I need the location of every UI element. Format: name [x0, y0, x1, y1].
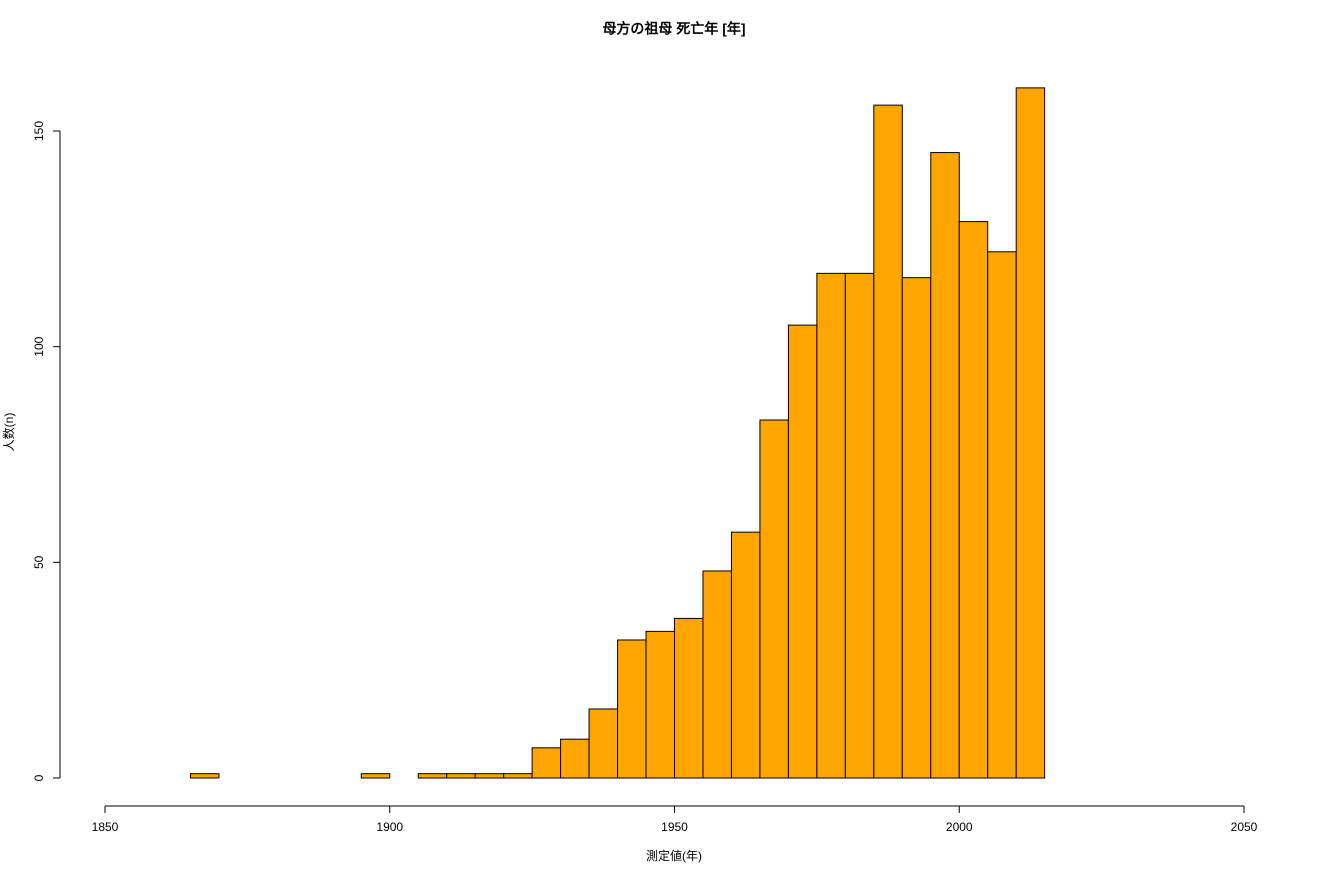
bar: [759, 419, 789, 779]
bar: [474, 773, 505, 779]
bar: [1015, 87, 1046, 779]
bar: [816, 272, 846, 779]
bar: [930, 152, 960, 779]
bar: [844, 272, 875, 779]
bar: [560, 738, 590, 779]
chart-title: 母方の祖母 死亡年 [年]: [602, 21, 745, 37]
bar: [987, 251, 1017, 779]
bar: [360, 773, 391, 779]
bar: [674, 617, 704, 779]
y-tick-label: 100: [32, 336, 46, 356]
bar: [617, 639, 647, 779]
bar: [446, 773, 476, 779]
x-tick-label: 1950: [661, 820, 688, 834]
y-tick-label: 50: [32, 555, 46, 569]
bar: [901, 277, 932, 779]
x-tick-label: 1900: [376, 820, 403, 834]
y-tick-label: 0: [32, 774, 46, 781]
x-axis-label: 測定値(年): [646, 848, 702, 863]
x-tick-label: 2050: [1231, 820, 1258, 834]
bar: [503, 773, 533, 779]
bar: [417, 773, 448, 779]
bar: [730, 531, 761, 779]
bar: [873, 104, 903, 779]
bar: [588, 708, 619, 779]
bar: [645, 630, 676, 779]
x-tick-label: 1850: [92, 820, 119, 834]
bar: [531, 747, 562, 779]
bar: [787, 324, 818, 779]
bar: [702, 570, 732, 779]
bar: [189, 773, 220, 779]
y-tick-label: 150: [32, 121, 46, 141]
y-axis-label: 人数(n): [1, 413, 16, 452]
bar: [958, 221, 989, 779]
x-tick-label: 2000: [946, 820, 973, 834]
